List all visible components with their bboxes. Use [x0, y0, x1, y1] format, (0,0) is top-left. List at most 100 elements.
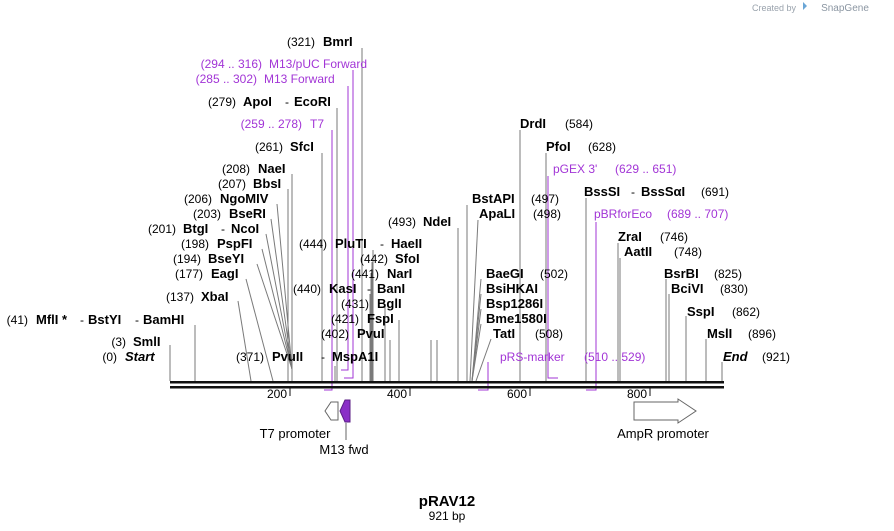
site-drdi[interactable]: DrdI — [520, 116, 546, 131]
site-pos: (584) — [565, 117, 593, 131]
site-pos: (203) — [193, 207, 221, 221]
site-tati[interactable]: TatI — [493, 326, 515, 341]
site-sep: - — [321, 350, 325, 364]
t7-promoter-arrow[interactable] — [324, 401, 339, 421]
primer-pgex3[interactable]: pGEX 3' — [553, 162, 597, 176]
site-pos: (746) — [660, 230, 688, 244]
site-pos: (493) — [388, 215, 416, 229]
site-pluti[interactable]: PluTI — [335, 236, 367, 251]
tick-400: 400 — [387, 387, 407, 401]
site-btgi[interactable]: BtgI — [183, 221, 208, 236]
tick-200: 200 — [267, 387, 287, 401]
site-pvui[interactable]: PvuI — [357, 326, 384, 341]
site-pos: (321) — [287, 35, 315, 49]
site-kasi[interactable]: KasI — [329, 281, 356, 296]
primer-range: (510 .. 529) — [584, 350, 645, 364]
site-apoi[interactable]: ApoI — [243, 94, 272, 109]
site-pos: (441) — [351, 267, 379, 281]
site-bani[interactable]: BanI — [377, 281, 405, 296]
ampr-promoter-label: AmpR promoter — [617, 426, 709, 441]
site-pos: (41) — [7, 313, 28, 327]
site-pos: (502) — [540, 267, 568, 281]
site-bsp1286i[interactable]: Bsp1286I — [486, 296, 543, 311]
site-eagi[interactable]: EagI — [211, 266, 238, 281]
site-nari[interactable]: NarI — [387, 266, 412, 281]
site-pos: (442) — [360, 252, 388, 266]
site-bgli[interactable]: BglI — [377, 296, 402, 311]
tick-800: 800 — [627, 387, 647, 401]
site-pspfi[interactable]: PspFI — [217, 236, 252, 251]
primer-m13-puc-forward[interactable]: M13/pUC Forward — [269, 57, 367, 71]
site-pos: (497) — [531, 192, 559, 206]
primer-m13-forward[interactable]: M13 Forward — [264, 72, 335, 86]
site-pos: (825) — [714, 267, 742, 281]
primer-prs-marker[interactable]: pRS-marker — [500, 350, 565, 364]
primer-lines — [324, 70, 597, 391]
site-bcivi[interactable]: BciVI — [671, 281, 704, 296]
site-aatii[interactable]: AatII — [624, 244, 652, 259]
primer-range: (294 .. 316) — [201, 57, 262, 71]
site-pos: (421) — [331, 312, 359, 326]
site-pos: (177) — [175, 267, 203, 281]
primer-t7[interactable]: T7 — [310, 117, 324, 131]
site-sfoi[interactable]: SfoI — [395, 251, 420, 266]
site-ecori[interactable]: EcoRI — [294, 94, 331, 109]
site-end[interactable]: End — [723, 349, 749, 364]
site-mfli[interactable]: MflI * — [36, 312, 68, 327]
site-pvuii[interactable]: PvuII — [272, 349, 303, 364]
site-pfoi[interactable]: PfoI — [546, 139, 571, 154]
site-start[interactable]: Start — [125, 349, 155, 364]
site-bmri[interactable]: BmrI — [323, 34, 353, 49]
site-ngomiv[interactable]: NgoMIV — [220, 191, 269, 206]
site-sep: - — [80, 313, 84, 327]
site-bseri[interactable]: BseRI — [229, 206, 266, 221]
site-bsihkai[interactable]: BsiHKAI — [486, 281, 538, 296]
site-sep: - — [135, 313, 139, 327]
site-bstapi[interactable]: BstAPI — [472, 191, 515, 206]
plasmid-length: 921 bp — [429, 509, 466, 523]
m13-fwd-arrow[interactable] — [339, 399, 351, 423]
site-bsrbi[interactable]: BsrBI — [664, 266, 699, 281]
site-pos: (896) — [748, 327, 776, 341]
site-fspi[interactable]: FspI — [367, 311, 394, 326]
site-bsssi[interactable]: BssSI — [584, 184, 620, 199]
site-pos: (921) — [762, 350, 790, 364]
ampr-promoter-arrow[interactable] — [633, 398, 697, 424]
site-smli[interactable]: SmlI — [133, 334, 160, 349]
site-baegi[interactable]: BaeGI — [486, 266, 524, 281]
site-haeii[interactable]: HaeII — [391, 236, 422, 251]
site-bbsi[interactable]: BbsI — [253, 176, 281, 191]
site-apali[interactable]: ApaLI — [479, 206, 515, 221]
site-msli[interactable]: MslI — [707, 326, 732, 341]
site-pos: (498) — [533, 207, 561, 221]
site-bme1580i[interactable]: Bme1580I — [486, 311, 547, 326]
primer-pbrforeco[interactable]: pBRforEco — [594, 207, 652, 221]
snapgene-logo-icon — [803, 2, 807, 10]
site-sep: - — [367, 282, 371, 296]
site-pos: (628) — [588, 140, 616, 154]
primer-range: (629 .. 651) — [615, 162, 676, 176]
site-bsssai[interactable]: BssSαI — [641, 184, 685, 199]
site-naei[interactable]: NaeI — [258, 161, 285, 176]
site-ndei[interactable]: NdeI — [423, 214, 451, 229]
site-pos: (440) — [293, 282, 321, 296]
site-bseyi[interactable]: BseYI — [208, 251, 244, 266]
site-bstyi[interactable]: BstYI — [88, 312, 121, 327]
tick-600: 600 — [507, 387, 527, 401]
site-ncoi[interactable]: NcoI — [231, 221, 259, 236]
created-by-text: Created by — [752, 3, 797, 13]
site-sep: - — [285, 95, 289, 109]
site-zrai[interactable]: ZraI — [618, 229, 642, 244]
site-pos: (444) — [299, 237, 327, 251]
site-pos: (198) — [181, 237, 209, 251]
site-sep: - — [221, 222, 225, 236]
site-sspi[interactable]: SspI — [687, 304, 714, 319]
site-pos: (508) — [535, 327, 563, 341]
site-sfci[interactable]: SfcI — [290, 139, 314, 154]
plasmid-name: pRAV12 — [419, 493, 475, 510]
site-pos: (748) — [674, 245, 702, 259]
site-mspa1i[interactable]: MspA1I — [332, 349, 378, 364]
site-bamhi[interactable]: BamHI — [143, 312, 184, 327]
site-xbai[interactable]: XbaI — [201, 289, 228, 304]
m13-fwd-label: M13 fwd — [319, 442, 368, 457]
